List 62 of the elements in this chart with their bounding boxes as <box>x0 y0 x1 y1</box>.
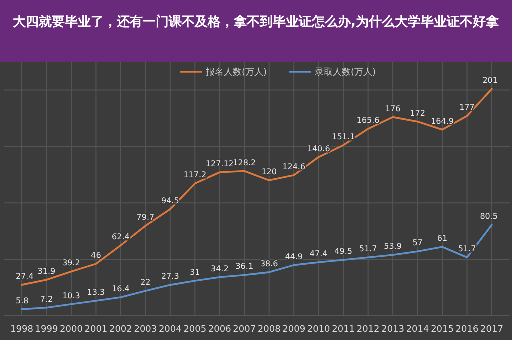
x-tick-label: 2012 <box>356 325 380 335</box>
data-label: 5.8 <box>16 296 29 306</box>
data-label: 172 <box>410 108 426 118</box>
x-tick-label: 2001 <box>84 325 108 335</box>
data-label: 124.6 <box>282 162 306 172</box>
x-tick-label: 2017 <box>480 325 504 335</box>
x-tick-label: 2013 <box>382 325 405 335</box>
data-label: 38.6 <box>260 259 278 268</box>
x-tick-label: 2011 <box>332 325 356 335</box>
data-label: 47.4 <box>310 249 328 258</box>
x-tick-label: 2008 <box>258 325 282 335</box>
data-label: 79.7 <box>136 213 155 222</box>
data-label: 177 <box>460 103 475 112</box>
legend-label: 录取人数(万人) <box>315 67 376 78</box>
x-tick-label: 2003 <box>134 325 158 335</box>
data-label: 57 <box>412 238 423 248</box>
data-label: 61 <box>437 234 448 244</box>
x-tick-label: 2000 <box>60 325 84 335</box>
x-tick-label: 2010 <box>307 325 331 335</box>
data-label: 151.1 <box>332 132 356 142</box>
data-label: 16.4 <box>112 284 130 294</box>
data-label: 117.2 <box>184 170 207 180</box>
data-label: 165.6 <box>356 116 380 126</box>
data-label: 49.5 <box>334 247 352 256</box>
data-label: 27.4 <box>16 272 34 282</box>
legend-label: 报名人数(万人) <box>205 67 268 78</box>
data-label: 36.1 <box>236 262 254 272</box>
x-tick-label: 2005 <box>184 325 207 335</box>
x-tick-label: 1999 <box>35 325 58 335</box>
x-tick-label: 2006 <box>208 325 232 335</box>
data-label: 7.2 <box>40 294 54 304</box>
data-label: 22 <box>140 278 151 288</box>
x-tick-label: 2014 <box>406 325 430 335</box>
data-label: 10.3 <box>62 291 80 300</box>
data-label: 39.2 <box>62 258 80 268</box>
x-tick-label: 2002 <box>109 325 132 335</box>
data-label: 127.12 <box>206 159 234 168</box>
data-label: 51.7 <box>359 244 378 254</box>
data-label: 80.5 <box>480 212 498 222</box>
data-label: 164.9 <box>431 116 454 126</box>
data-label: 31 <box>190 268 200 278</box>
chart-title: 大四就要毕业了，还有一门课不及格，拿不到毕业证怎么办,为什么大学毕业证不好拿 <box>13 14 499 30</box>
data-label: 34.2 <box>210 264 229 274</box>
data-label: 120 <box>262 168 278 177</box>
x-tick-label: 2015 <box>431 325 454 335</box>
x-tick-label: 2016 <box>456 325 479 335</box>
data-label: 140.6 <box>307 144 330 154</box>
data-label: 31.9 <box>38 266 56 276</box>
data-label: 62.4 <box>112 232 130 242</box>
data-label: 53.9 <box>384 242 402 252</box>
x-tick-label: 2009 <box>282 325 306 335</box>
data-label: 176 <box>385 104 401 114</box>
data-label: 201 <box>482 76 498 86</box>
x-tick-label: 1998 <box>10 325 34 335</box>
data-label: 44.9 <box>285 252 304 262</box>
data-label: 13.3 <box>87 288 106 297</box>
x-tick-label: 2007 <box>233 325 256 335</box>
data-label: 46 <box>91 251 102 260</box>
x-tick-label: 2004 <box>158 325 182 335</box>
data-label: 94.5 <box>162 196 180 206</box>
data-label: 27.3 <box>162 272 180 282</box>
data-label: 128.2 <box>233 158 256 168</box>
